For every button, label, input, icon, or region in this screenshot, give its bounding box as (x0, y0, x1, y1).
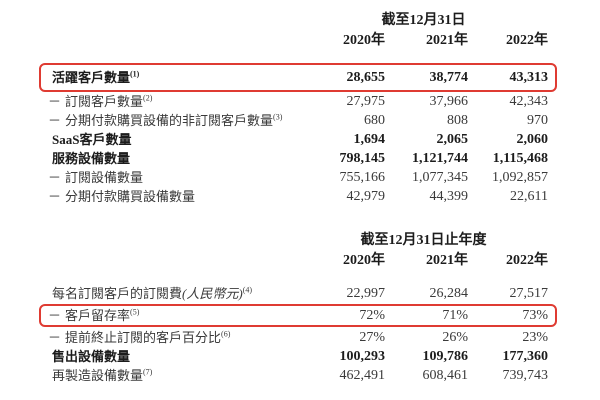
table-row: 服務設備數量 798,145 1,121,744 1,115,468 (48, 149, 548, 168)
value-cell-2021: 26,284 (429, 286, 469, 301)
row-label: －分期付款購買設備的非訂閱客戶數量(3) (48, 112, 283, 128)
table-row: 活躍客戶數量(1) 28,655 38,774 43,313 (48, 68, 548, 87)
row-label: －訂閱客戶數量(2) (48, 93, 153, 109)
year-col-2022: 2022年 (506, 253, 548, 268)
value-cell-2020: 42,979 (346, 189, 386, 204)
footnote-superscript: (5) (130, 307, 140, 317)
value-cell-2020: 462,491 (339, 368, 386, 383)
value-cell-2020: 27,975 (346, 94, 386, 109)
value-cell-2020: 798,145 (339, 151, 386, 166)
row-label: －客戶留存率(5) (48, 307, 140, 323)
table-row: 再製造設備數量(7) 462,491 608,461 739,743 (48, 366, 548, 385)
value-cell-2020: 100,293 (339, 349, 386, 364)
row-label: 活躍客戶數量(1) (48, 68, 299, 87)
year-col-2020: 2020年 (343, 253, 385, 268)
dash-prefix: － (48, 330, 62, 345)
year-header-row: 2020年 2021年 2022年 (48, 252, 548, 269)
value-cell-2021: 26% (442, 330, 468, 345)
value-cell-2022: 1,092,857 (492, 170, 548, 185)
value-cell-2022: 42,343 (509, 94, 549, 109)
dash-prefix: － (48, 113, 62, 128)
table-row: －分期付款購買設備數量 42,979 44,399 22,611 (48, 187, 548, 206)
highlight-box: 活躍客戶數量(1) 28,655 38,774 43,313 (39, 63, 557, 92)
value-cell-2020: 680 (364, 113, 385, 128)
spacer (48, 252, 299, 269)
value-cell-2022: 43,313 (509, 70, 549, 85)
value-cell-2021: 2,065 (436, 132, 469, 147)
customer-metrics-table: 截至12月31日 2020年 2021年 2022年 活躍客戶數量(1) 28,… (39, 12, 557, 206)
dash-prefix: － (48, 308, 62, 323)
table-row: －訂閱設備數量 755,166 1,077,345 1,092,857 (48, 168, 548, 187)
period-header-row: 截至12月31日止年度 (48, 232, 548, 249)
value-cell-2021: 71% (442, 308, 468, 323)
value-cell-2022: 73% (522, 308, 548, 323)
year-col-2020: 2020年 (343, 33, 385, 48)
value-cell-2022: 739,743 (502, 368, 549, 383)
period-header-row: 截至12月31日 (48, 12, 548, 29)
value-cell-2022: 1,115,468 (492, 151, 548, 166)
value-cell-2020: 27% (359, 330, 385, 345)
table-row: SaaS客戶數量 1,694 2,065 2,060 (48, 130, 548, 149)
value-cell-2021: 38,774 (429, 70, 469, 85)
value-cell-2022: 970 (527, 113, 548, 128)
spacer (48, 32, 299, 49)
value-cell-2021: 44,399 (429, 189, 469, 204)
table-row: －訂閱客戶數量(2) 27,975 37,966 42,343 (48, 92, 548, 111)
year-col-2021: 2021年 (426, 33, 468, 48)
footnote-superscript: (1) (130, 69, 140, 79)
footnote-superscript: (3) (273, 112, 283, 122)
spacer (48, 12, 299, 29)
table-row: 售出設備數量 100,293 109,786 177,360 (48, 347, 548, 366)
footnote-superscript: (6) (221, 329, 231, 339)
row-label: 服務設備數量 (48, 149, 299, 168)
year-col-2022: 2022年 (506, 33, 548, 48)
year-col-2021: 2021年 (426, 253, 468, 268)
year-header-row: 2020年 2021年 2022年 (48, 32, 548, 49)
spacer (48, 232, 299, 249)
value-cell-2021: 1,121,744 (412, 151, 468, 166)
footnote-superscript: (2) (143, 93, 153, 103)
value-cell-2021: 37,966 (429, 94, 469, 109)
table-body: 活躍客戶數量(1) 28,655 38,774 43,313 －訂閱客戶數量(2… (39, 63, 557, 206)
row-label: －提前終止訂閱的客戶百分比(6) (48, 329, 231, 345)
highlight-box: －客戶留存率(5) 72% 71% 73% (39, 304, 557, 327)
value-cell-2020: 28,655 (346, 70, 386, 85)
value-cell-2021: 1,077,345 (412, 170, 468, 185)
value-cell-2021: 808 (447, 113, 468, 128)
table-row: －客戶留存率(5) 72% 71% 73% (48, 306, 548, 325)
value-cell-2022: 2,060 (516, 132, 549, 147)
row-label: －分期付款購買設備數量 (48, 189, 196, 204)
period-header: 截至12月31日 (381, 13, 466, 28)
value-cell-2021: 608,461 (422, 368, 469, 383)
row-label: 每名訂閱客戶的訂閱費(人民幣元)(4) (48, 284, 299, 303)
value-cell-2020: 755,166 (339, 170, 386, 185)
value-cell-2021: 109,786 (422, 349, 469, 364)
value-cell-2020: 1,694 (353, 132, 386, 147)
value-cell-2022: 177,360 (502, 349, 549, 364)
table-row: 每名訂閱客戶的訂閱費(人民幣元)(4) 22,997 26,284 27,517 (48, 284, 548, 303)
dash-prefix: － (48, 94, 62, 109)
dash-prefix: － (48, 189, 62, 204)
dash-prefix: － (48, 170, 62, 185)
row-label: －訂閱設備數量 (48, 170, 144, 185)
footnote-superscript: (4) (242, 285, 253, 295)
table-body: 每名訂閱客戶的訂閱費(人民幣元)(4) 22,997 26,284 27,517… (39, 284, 557, 385)
value-cell-2020: 72% (359, 308, 385, 323)
table-row: －提前終止訂閱的客戶百分比(6) 27% 26% 23% (48, 328, 548, 347)
value-cell-2022: 22,611 (510, 189, 548, 204)
value-cell-2020: 22,997 (346, 286, 386, 301)
row-label: 再製造設備數量(7) (48, 366, 299, 385)
value-cell-2022: 23% (522, 330, 548, 345)
subscription-metrics-table: 截至12月31日止年度 2020年 2021年 2022年 每名訂閱客戶的訂閱費… (39, 232, 557, 385)
row-label: SaaS客戶數量 (48, 130, 299, 149)
row-label: 售出設備數量 (48, 347, 299, 366)
value-cell-2022: 27,517 (509, 286, 549, 301)
period-header: 截至12月31日止年度 (360, 233, 487, 248)
table-row: －分期付款購買設備的非訂閱客戶數量(3) 680 808 970 (48, 111, 548, 130)
footnote-superscript: (7) (143, 367, 153, 377)
